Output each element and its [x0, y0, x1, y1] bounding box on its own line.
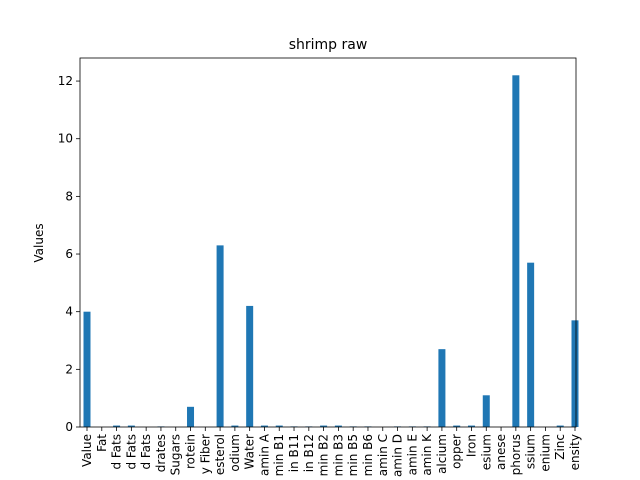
x-tick-label-28: anese [494, 434, 508, 470]
x-tick-label-20: amin C [376, 434, 390, 476]
x-tick-label-10: odium [228, 434, 242, 472]
x-tick-label-19: min B6 [361, 434, 375, 476]
x-tick-label-9: esterol [213, 434, 227, 475]
bar-32 [556, 425, 564, 427]
x-tick-label-26: Iron [464, 434, 478, 457]
y-tick-label-4: 8 [65, 189, 73, 203]
x-tick-label-30: ssium [524, 434, 538, 469]
x-tick-label-15: in B12 [302, 434, 316, 472]
y-tick-label-3: 6 [65, 247, 73, 261]
x-tick-label-5: drates [154, 434, 168, 472]
y-tick-label-5: 10 [58, 132, 73, 146]
x-tick-label-25: opper [450, 434, 464, 469]
x-tick-label-4: d Fats [139, 434, 153, 470]
y-tick-label-2: 4 [65, 305, 73, 319]
bar-3 [127, 425, 135, 427]
bar-9 [216, 245, 224, 427]
x-tick-label-7: rotein [184, 434, 198, 469]
x-axis: Value Fat d Fats d Fats d Fats drates Sugars ro… [80, 427, 582, 477]
x-tick-label-18: min B5 [346, 434, 360, 476]
x-tick-label-31: enium [538, 434, 552, 472]
x-tick-label-29: phorus [509, 434, 523, 475]
y-axis: 0 2 4 6 8 10 12 [58, 74, 80, 434]
x-tick-label-21: amin D [391, 434, 405, 477]
bar-0 [83, 311, 91, 427]
plot-frame [79, 57, 577, 428]
x-tick-label-1: Fat [95, 434, 109, 452]
y-tick-label-1: 2 [65, 362, 73, 376]
bar-2 [113, 425, 121, 427]
x-tick-label-16: min B2 [317, 434, 331, 476]
x-tick-label-11: Water [243, 434, 257, 470]
x-tick-label-12: amin A [257, 433, 271, 476]
bar-7 [187, 406, 195, 427]
bar-10 [231, 425, 239, 427]
x-tick-label-33: ensity [568, 434, 582, 470]
x-tick-label-8: y Fiber [198, 434, 212, 474]
bar-12 [260, 425, 268, 427]
y-tick-label-6: 12 [58, 74, 73, 88]
x-tick-label-17: min B3 [331, 434, 345, 476]
bar-25 [453, 425, 461, 427]
x-tick-label-0: Value [80, 434, 94, 467]
x-tick-label-22: amin E [405, 434, 419, 475]
x-tick-label-14: in B11 [287, 434, 301, 472]
bar-24 [438, 349, 446, 427]
bar-17 [334, 425, 342, 427]
x-tick-label-32: Zinc [553, 434, 567, 460]
bar-27 [482, 395, 490, 427]
bar-33 [571, 320, 579, 427]
x-tick-label-3: d Fats [124, 434, 138, 470]
x-tick-label-24: alcium [435, 434, 449, 474]
y-tick-label-0: 0 [65, 420, 73, 434]
x-tick-label-6: Sugars [169, 434, 183, 475]
chart-title: shrimp raw [289, 37, 368, 53]
x-tick-label-13: min B1 [272, 434, 286, 476]
x-tick-label-27: esium [479, 434, 493, 470]
y-axis-label: Values [32, 223, 46, 262]
bar-13 [275, 425, 283, 427]
bar-11 [246, 305, 254, 427]
x-tick-label-23: amin K [420, 433, 434, 476]
bar-series [83, 75, 579, 428]
bar-26 [467, 425, 475, 427]
bar-29 [512, 75, 520, 428]
bar-16 [320, 425, 328, 427]
bar-30 [527, 262, 535, 427]
x-tick-label-2: d Fats [110, 434, 124, 470]
